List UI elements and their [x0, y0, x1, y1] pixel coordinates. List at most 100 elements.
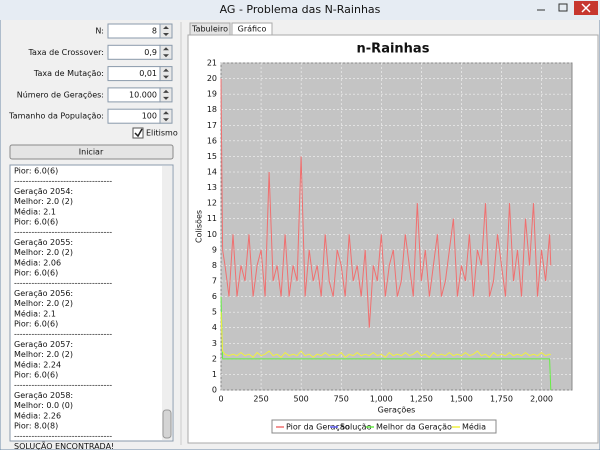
maximize-icon [558, 3, 568, 12]
series-line [220, 296, 552, 391]
tab-label: Gráfico [238, 25, 267, 34]
y-tick-label: 17 [207, 121, 217, 130]
log-line: Geração 2056: [14, 289, 73, 298]
legend-label: Solução [340, 423, 372, 432]
y-tick-label: 6 [212, 292, 217, 301]
start-button[interactable] [9, 144, 174, 160]
y-tick-label: 15 [207, 152, 217, 161]
chart-title: n-Rainhas [357, 42, 430, 57]
form-panel: N: 8 Taxa de Crossover: 0,9 Taxa de Mutação:… [8, 23, 178, 160]
x-tick-label: 1,500 [450, 395, 473, 404]
y-tick-label: 14 [207, 168, 217, 177]
y-tick-label: 13 [207, 183, 217, 192]
spinner[interactable] [159, 87, 173, 103]
log-line: Melhor: 0.0 (0) [14, 401, 73, 410]
legend [271, 419, 497, 434]
field-value: 8 [152, 27, 157, 36]
log-area[interactable] [9, 164, 174, 442]
log-line: Pior: 6.0(6) [14, 320, 58, 329]
x-tick-label: 2,000 [530, 395, 553, 404]
log-line: Pior: 8.0(8) [14, 422, 58, 431]
log-line: Média: 2.06 [14, 257, 61, 267]
log-line: Geração 2054: [14, 187, 73, 196]
log-text: Pior: 6.0(6)----------------------------… [14, 167, 114, 450]
spinner-arrows [163, 68, 169, 79]
y-tick-label: 4 [212, 323, 217, 332]
field-label: N: [95, 27, 104, 36]
y-tick-label: 10 [207, 230, 217, 239]
y-axis-label: Colisões [195, 210, 204, 243]
check-mark [134, 128, 143, 138]
plot-area [220, 62, 573, 391]
log-line: ---------------------------------- [14, 381, 112, 390]
field-value: 0,01 [139, 69, 157, 78]
spinner-arrows [163, 26, 169, 36]
y-tick-label: 5 [212, 308, 217, 317]
log-line: Pior: 6.0(6) [14, 269, 58, 278]
log-line: Geração 2055: [14, 238, 73, 247]
spinner[interactable] [159, 44, 173, 60]
window-title: AG - Problema das N-Rainhas [220, 3, 381, 16]
legend-label: Melhor da Geração [376, 423, 452, 432]
button-label: Iniciar [79, 148, 104, 157]
x-axis-label: Gerações [378, 406, 416, 415]
log-line: Geração 2058: [14, 391, 73, 400]
log-line: ---------------------------------- [14, 330, 112, 339]
spinner-arrows [163, 89, 169, 100]
field-label: Taxa de Crossover: [27, 48, 104, 57]
x-tick-label: 750 [334, 395, 349, 404]
x-tick-label: 250 [253, 395, 268, 404]
legend-label: Pior da Geração [286, 423, 350, 432]
y-tick-label: 12 [207, 199, 217, 208]
checkbox-label: Elitismo [146, 129, 178, 138]
spinner-arrows [163, 47, 169, 58]
y-tick-label: 8 [212, 261, 217, 270]
log-line: ---------------------------------- [14, 177, 112, 186]
scroll-thumb[interactable] [162, 409, 172, 439]
y-tick-label: 2 [212, 354, 217, 363]
x-tick-label: 500 [293, 395, 308, 404]
series-line [220, 78, 552, 328]
log-line: Melhor: 2.0 (2) [14, 248, 73, 257]
y-tick-label: 7 [212, 277, 217, 286]
maximize-button[interactable] [552, 1, 574, 15]
title-bar [0, 0, 600, 20]
log-line: Geração 2057: [14, 340, 73, 349]
log-line: Pior: 6.0(6) [14, 218, 58, 227]
x-tick-label: 1,250 [410, 395, 433, 404]
log-line: Pior: 6.0(6) [14, 167, 58, 176]
chart: n-Rainhas0123456789101112131415161718192… [195, 42, 573, 434]
minimize-button[interactable] [530, 1, 552, 15]
y-tick-label: 9 [212, 245, 217, 254]
close-icon [581, 3, 591, 13]
field-label: Tamanho da População: [8, 112, 104, 121]
y-tick-label: 19 [207, 90, 217, 99]
log-line: SOLUÇÃO ENCONTRADA! [14, 441, 114, 450]
field-label: Taxa de Mutação: [33, 69, 104, 78]
log-line: ---------------------------------- [14, 432, 112, 441]
log-line: Média: 2.1 [14, 308, 56, 318]
y-tick-label: 21 [207, 59, 217, 68]
spinner-arrows [163, 111, 169, 122]
spinner[interactable] [159, 108, 173, 124]
log-line: Pior: 6.0(6) [14, 371, 58, 380]
y-tick-label: 16 [207, 136, 217, 145]
log-line: Média: 2.24 [14, 359, 61, 369]
log-line: ---------------------------------- [14, 228, 112, 237]
y-tick-label: 18 [207, 105, 217, 114]
checkbox[interactable] [132, 127, 144, 139]
log-line: Média: 2.1 [14, 206, 56, 216]
legend-label: Média [462, 422, 486, 432]
spinner[interactable] [159, 23, 173, 39]
field-value: 10.000 [129, 90, 157, 99]
log-line: ---------------------------------- [14, 279, 112, 288]
y-tick-label: 20 [207, 74, 217, 83]
x-tick-label: 1,000 [370, 395, 393, 404]
scrollbar[interactable] [162, 166, 172, 440]
log-line: Melhor: 2.0 (2) [14, 350, 73, 359]
y-tick-label: 3 [212, 339, 217, 348]
series-line [220, 312, 552, 358]
field-label: Número de Gerações: [17, 90, 104, 99]
spinner[interactable] [159, 66, 173, 82]
